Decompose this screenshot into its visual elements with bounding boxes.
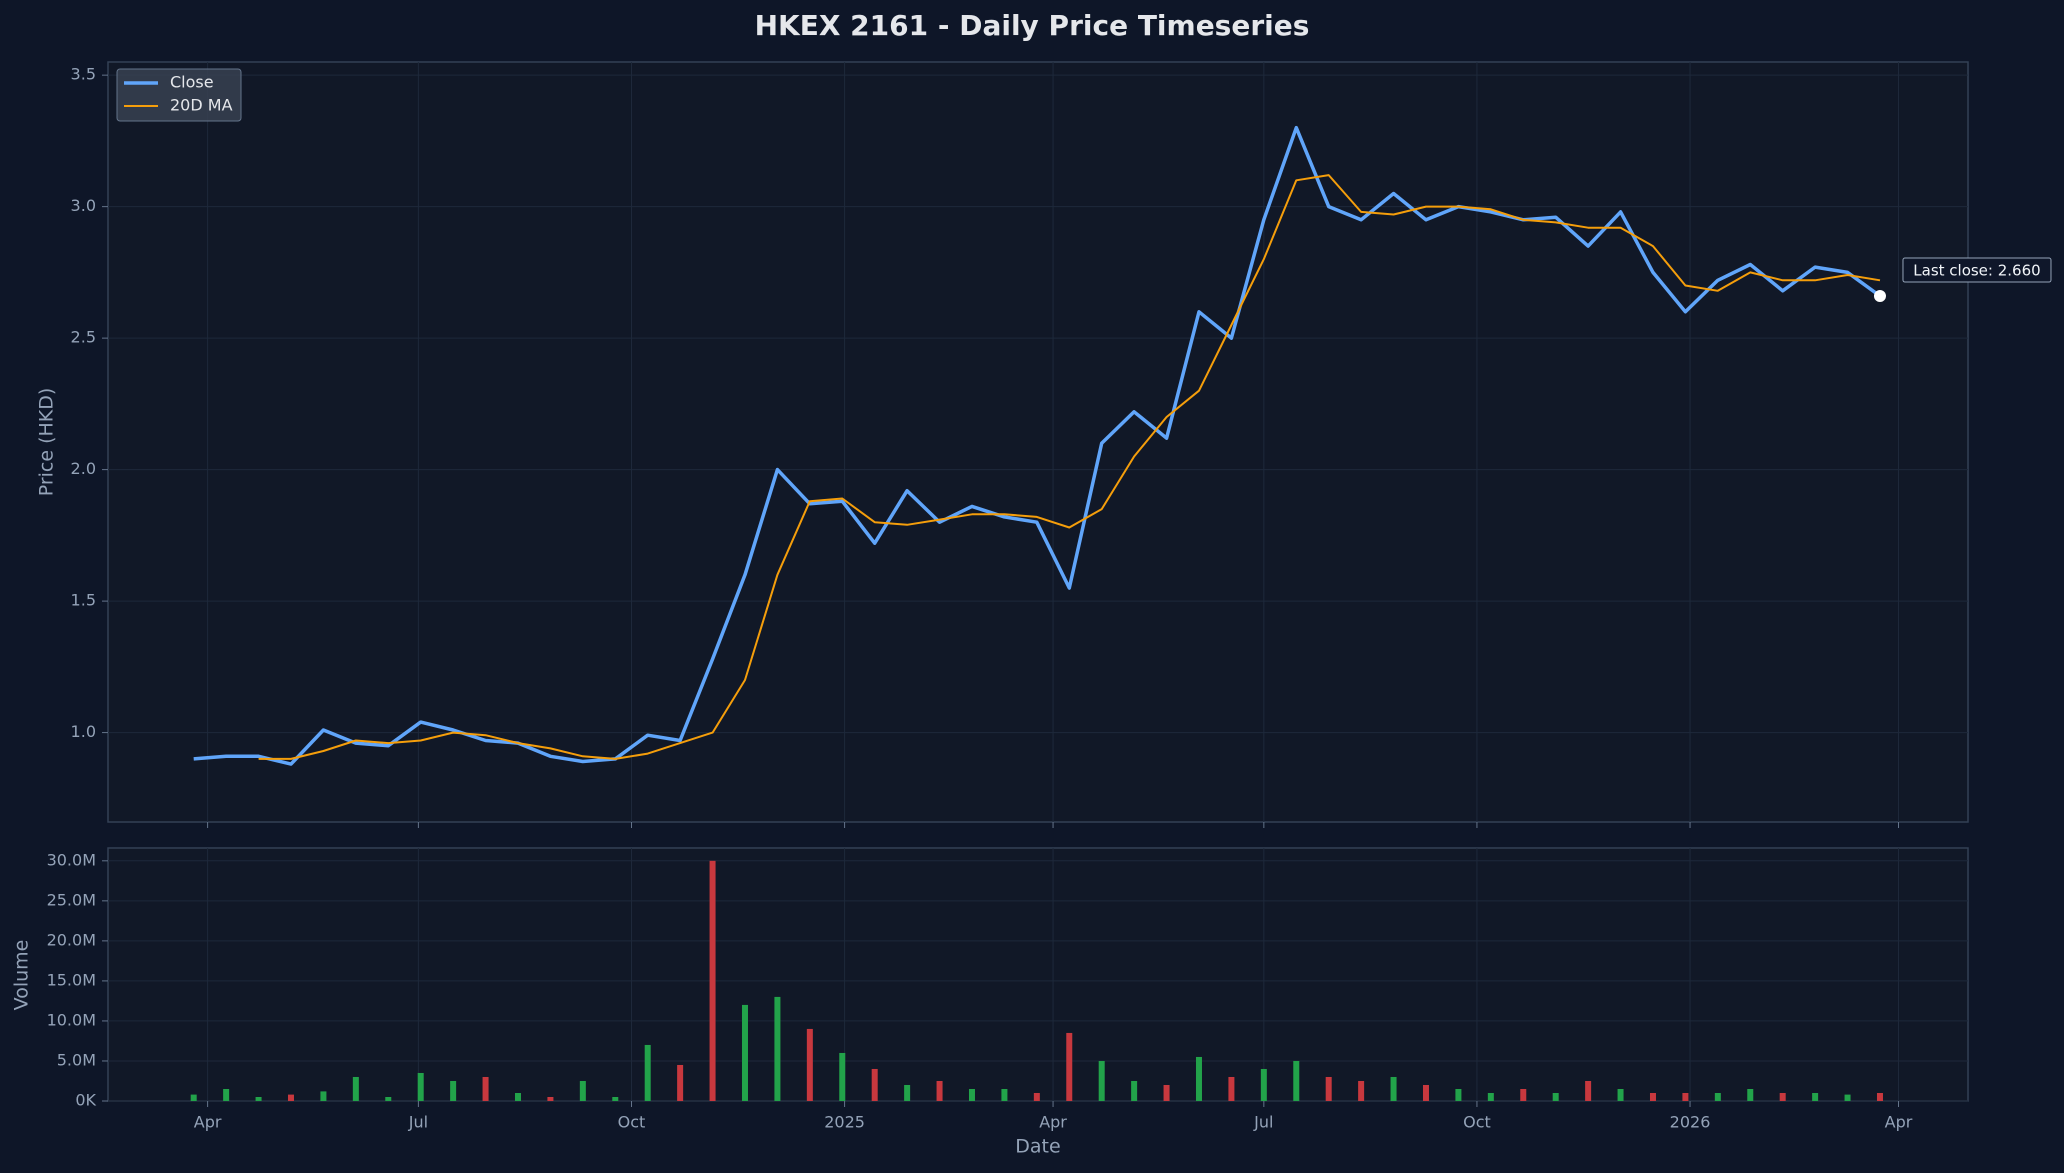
y-tick-label: 2.0	[71, 459, 96, 478]
volume-bar	[839, 1052, 846, 1101]
volume-bar	[741, 1004, 748, 1101]
x-tick-label: Apr	[194, 1113, 222, 1132]
volume-bar	[1876, 1092, 1883, 1101]
y-axis-label: Price (HKD)	[36, 388, 58, 497]
x-tick-label: Jul	[1253, 1113, 1273, 1132]
volume-bar	[1455, 1088, 1462, 1101]
x-tick-label: Jul	[408, 1113, 428, 1132]
legend-label: Close	[170, 73, 214, 92]
y-tick-label: 15.0M	[47, 970, 96, 989]
volume-bar	[677, 1064, 684, 1101]
volume-bar	[450, 1080, 457, 1101]
volume-bar	[352, 1076, 359, 1101]
legend-label: 20D MA	[170, 96, 233, 115]
volume-bar	[1163, 1084, 1170, 1101]
volume-bar	[1844, 1094, 1851, 1101]
volume-bar	[547, 1096, 554, 1101]
volume-bar	[612, 1096, 619, 1101]
volume-bar	[514, 1092, 521, 1101]
volume-bar	[904, 1084, 911, 1101]
y-tick-label: 30.0M	[47, 850, 96, 869]
y-axis-label: Volume	[11, 940, 33, 1011]
y-tick-label: 25.0M	[47, 890, 96, 909]
volume-bar	[190, 1094, 197, 1101]
volume-bar	[223, 1088, 230, 1101]
y-tick-label: 1.5	[71, 591, 96, 610]
volume-bar	[320, 1091, 327, 1101]
x-tick-label: Apr	[1039, 1113, 1067, 1132]
volume-bar	[871, 1068, 878, 1101]
volume-bar	[1552, 1092, 1559, 1101]
volume-bar	[1779, 1092, 1786, 1101]
volume-bar	[1585, 1080, 1592, 1101]
price-plot-area	[107, 61, 1969, 823]
volume-bar	[1714, 1092, 1721, 1101]
volume-bar	[417, 1072, 424, 1101]
volume-bar	[1228, 1076, 1235, 1101]
volume-bar	[579, 1080, 586, 1101]
volume-bar	[1422, 1084, 1429, 1101]
volume-bar	[968, 1088, 975, 1101]
volume-bar	[1487, 1092, 1494, 1101]
volume-bar	[1131, 1080, 1138, 1101]
series-line	[193, 125, 1882, 766]
y-tick-label: 5.0M	[57, 1050, 96, 1069]
volume-bar	[1325, 1076, 1332, 1101]
x-tick-label: Apr	[1885, 1113, 1913, 1132]
volume-bar	[644, 1044, 651, 1101]
volume-bar	[287, 1094, 294, 1101]
y-tick-label: 1.0	[71, 722, 96, 741]
y-tick-label: 10.0M	[47, 1010, 96, 1029]
volume-bar	[1520, 1088, 1527, 1101]
y-tick-label: 20.0M	[47, 930, 96, 949]
volume-bar	[1617, 1088, 1624, 1101]
annotation-box	[1902, 257, 2052, 283]
annotation: Last close: 2.660	[1913, 262, 2040, 280]
chart-title: HKEX 2161 - Daily Price Timeseries	[755, 9, 1310, 42]
x-tick-label: Oct	[618, 1113, 646, 1132]
volume-bar	[1033, 1092, 1040, 1101]
volume-bar	[255, 1096, 262, 1101]
last-close-marker	[1873, 290, 1886, 303]
volume-bar	[1390, 1076, 1397, 1101]
y-tick-label: 2.5	[71, 328, 96, 347]
volume-bar	[774, 996, 781, 1101]
volume-bar	[709, 860, 716, 1101]
volume-bar	[1001, 1088, 1008, 1101]
volume-bar	[1649, 1092, 1656, 1101]
volume-bar	[1195, 1056, 1202, 1101]
volume-bar	[1293, 1060, 1300, 1101]
x-tick-label: Oct	[1463, 1113, 1491, 1132]
volume-bar	[1066, 1032, 1073, 1101]
volume-bar	[806, 1028, 813, 1101]
volume-bar	[1747, 1088, 1754, 1101]
x-tick-label: 2025	[824, 1113, 865, 1132]
y-tick-label: 3.0	[71, 196, 96, 215]
volume-bar	[385, 1096, 392, 1101]
series-line	[258, 174, 1881, 760]
x-tick-label: 2026	[1670, 1113, 1711, 1132]
y-tick-label: 0K	[75, 1091, 96, 1110]
volume-plot-area	[107, 847, 1969, 1102]
volume-bar	[482, 1076, 489, 1101]
y-tick-label: 3.5	[71, 65, 96, 84]
volume-bar	[1260, 1068, 1267, 1101]
volume-bar	[1358, 1080, 1365, 1101]
x-axis-label: Date	[1015, 1136, 1060, 1158]
volume-bar	[1812, 1092, 1819, 1101]
volume-bar	[1098, 1060, 1105, 1101]
volume-bar	[936, 1080, 943, 1101]
volume-bar	[1682, 1092, 1689, 1101]
